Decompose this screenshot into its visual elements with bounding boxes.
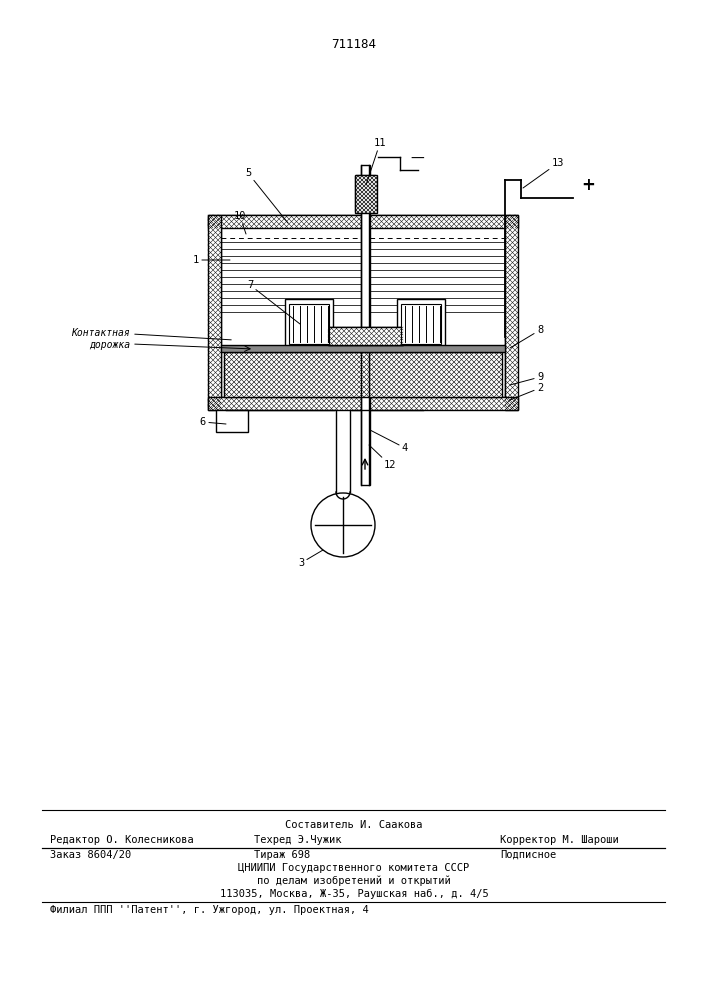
Text: 11: 11 [366,138,386,185]
Text: 13: 13 [523,158,564,188]
Bar [505,215,518,410]
Text: 10: 10 [234,211,246,234]
Text: Заказ 8604/20: Заказ 8604/20 [50,850,132,860]
Bar [208,397,518,410]
Text: Филиал ППП ''Патент'', г. Ужгород, ул. Проектная, 4: Филиал ППП ''Патент'', г. Ужгород, ул. П… [50,905,369,915]
Text: 9: 9 [510,372,543,385]
Text: Техред Э.Чужик: Техред Э.Чужик [254,835,341,845]
Text: 711184: 711184 [332,38,377,51]
Text: Контактная
дорожка: Контактная дорожка [71,328,130,350]
Bar [216,410,248,432]
Bar [361,165,370,485]
Text: +: + [581,176,595,194]
Text: Корректор М. Шароши: Корректор М. Шароши [500,835,619,845]
Text: 5: 5 [245,168,288,223]
Text: Редактор О. Колесникова: Редактор О. Колесникова [50,835,194,845]
Bar [285,299,333,349]
Bar [224,352,502,397]
Text: 1: 1 [193,255,230,265]
Bar [208,215,221,410]
Bar [289,304,329,344]
Bar [221,215,505,397]
Text: 4: 4 [370,430,408,453]
Text: Тираж 698: Тираж 698 [254,850,310,860]
Bar [401,304,441,344]
Bar [397,299,445,349]
Bar [328,327,403,345]
Text: ЦНИИПИ Государственного комитета СССР: ЦНИИПИ Государственного комитета СССР [238,863,469,873]
Text: 113035, Москва, Ж-35, Раушская наб., д. 4/5: 113035, Москва, Ж-35, Раушская наб., д. … [220,889,489,899]
Text: 6: 6 [200,417,226,427]
Text: по делам изобретений и открытий: по делам изобретений и открытий [257,876,451,886]
Text: 8: 8 [510,325,543,348]
Text: Составитель И. Саакова: Составитель И. Саакова [285,820,423,830]
Bar [208,215,518,228]
Text: 7: 7 [247,280,300,324]
Text: 12: 12 [369,445,396,470]
Text: 2: 2 [510,383,543,400]
Bar [221,345,505,352]
Text: 3: 3 [298,550,323,568]
Text: Подписное: Подписное [500,850,556,860]
Text: —: — [410,152,423,166]
Bar [328,327,403,345]
Circle shape [311,493,375,557]
Bar [355,175,377,213]
